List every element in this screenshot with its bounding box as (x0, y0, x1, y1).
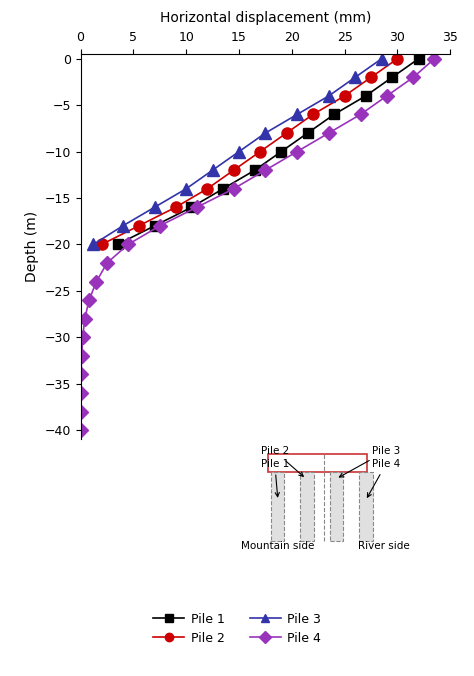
Pile 4 (86, 296, 92, 304)
Text: River side: River side (358, 541, 410, 550)
Pile 2 (257, 147, 263, 155)
Pile 3 (352, 73, 358, 81)
Line: Pile 3: Pile 3 (88, 53, 387, 250)
Pile 2 (204, 185, 210, 193)
Text: Pile 2: Pile 2 (261, 446, 303, 477)
Pile 3 (91, 241, 96, 249)
Line: Pile 1: Pile 1 (113, 54, 423, 249)
Pile 2 (173, 203, 179, 212)
X-axis label: Horizontal displacement (mm): Horizontal displacement (mm) (160, 11, 371, 24)
Pile 4 (82, 314, 88, 322)
Pile 4 (104, 259, 110, 267)
Pile 1 (363, 92, 369, 100)
Pile 3 (294, 110, 300, 118)
Pile 4 (78, 408, 83, 416)
Pile 3 (120, 222, 126, 230)
Pile 4 (79, 352, 84, 360)
Pile 2 (368, 73, 374, 81)
Pile 4 (358, 110, 364, 118)
Pile 4 (157, 222, 163, 230)
Pile 3 (210, 166, 216, 174)
Pile 4 (231, 185, 237, 193)
Pile 4 (78, 370, 84, 379)
Pile 3 (379, 55, 384, 63)
Pile 2 (99, 241, 105, 249)
Text: Pile 3: Pile 3 (339, 446, 400, 477)
Pile 1 (416, 55, 421, 63)
Pile 4 (432, 55, 438, 63)
Pile 4 (263, 166, 268, 174)
Bar (268, 454, 367, 472)
Text: Mountain side: Mountain side (241, 541, 315, 550)
Pile 2 (231, 166, 237, 174)
Text: Pile 1: Pile 1 (261, 460, 289, 497)
Pile 1 (189, 203, 194, 212)
Bar (271, 472, 284, 541)
Pile 1 (389, 73, 395, 81)
Pile 4 (125, 241, 131, 249)
Pile 4 (294, 147, 300, 155)
Pile 1 (278, 147, 284, 155)
Pile 4 (410, 73, 416, 81)
Bar (330, 472, 343, 541)
Bar (359, 472, 373, 541)
Pile 4 (93, 278, 99, 286)
Line: Pile 4: Pile 4 (76, 54, 439, 435)
Pile 1 (115, 241, 120, 249)
Pile 2 (284, 129, 290, 137)
Pile 4 (326, 129, 332, 137)
Pile 2 (310, 110, 316, 118)
Pile 4 (194, 203, 200, 212)
Pile 4 (80, 333, 85, 341)
Text: Pile 4: Pile 4 (367, 460, 400, 498)
Pile 3 (326, 92, 332, 100)
Bar (300, 472, 314, 541)
Pile 1 (220, 185, 226, 193)
Pile 2 (136, 222, 142, 230)
Pile 4 (78, 389, 83, 397)
Pile 1 (331, 110, 337, 118)
Pile 2 (395, 55, 401, 63)
Pile 1 (152, 222, 157, 230)
Pile 3 (152, 203, 157, 212)
Pile 4 (78, 426, 83, 434)
Pile 3 (263, 129, 268, 137)
Pile 3 (236, 147, 242, 155)
Y-axis label: Depth (m): Depth (m) (25, 211, 39, 283)
Pile 1 (305, 129, 310, 137)
Pile 1 (252, 166, 258, 174)
Line: Pile 2: Pile 2 (96, 53, 403, 250)
Pile 2 (342, 92, 347, 100)
Pile 3 (183, 185, 189, 193)
Legend: Pile 1, Pile 2, Pile 3, Pile 4: Pile 1, Pile 2, Pile 3, Pile 4 (153, 612, 321, 645)
Pile 4 (384, 92, 390, 100)
